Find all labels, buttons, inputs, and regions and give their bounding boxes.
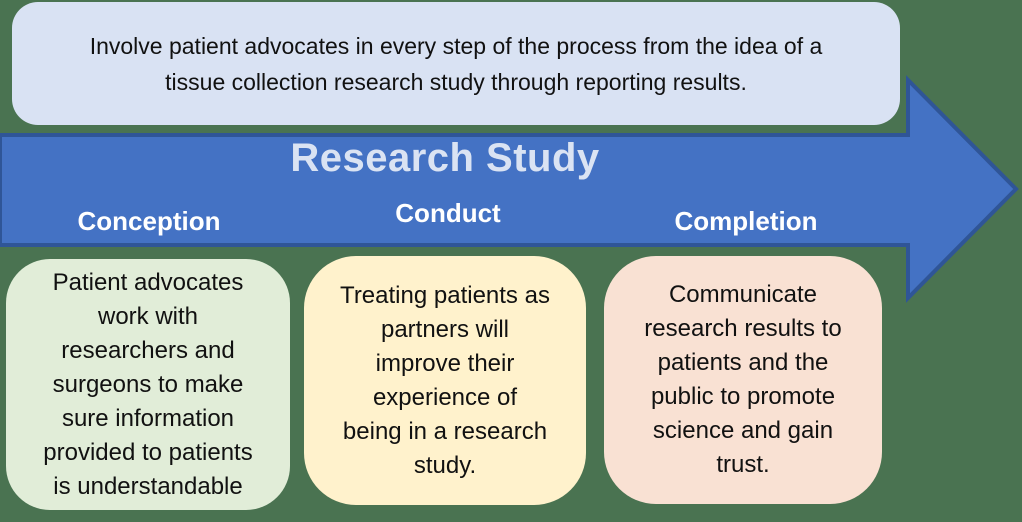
arrow-shape <box>0 75 1019 303</box>
phase-label-conduct: Conduct <box>395 198 501 228</box>
phase-card-conduct: Treating patients as partners will improve… <box>304 256 586 505</box>
phase-card-completion: Communicate research results to patients a… <box>604 256 882 504</box>
arrow-title: Research Study <box>290 136 600 180</box>
intro-note: Involve patient advocates in every step … <box>12 2 900 125</box>
phase-card-conception: Patient advocates work with researchers an… <box>6 259 290 510</box>
phase-label-completion: Completion <box>674 206 818 236</box>
phase-label-conception: Conception <box>77 206 221 236</box>
